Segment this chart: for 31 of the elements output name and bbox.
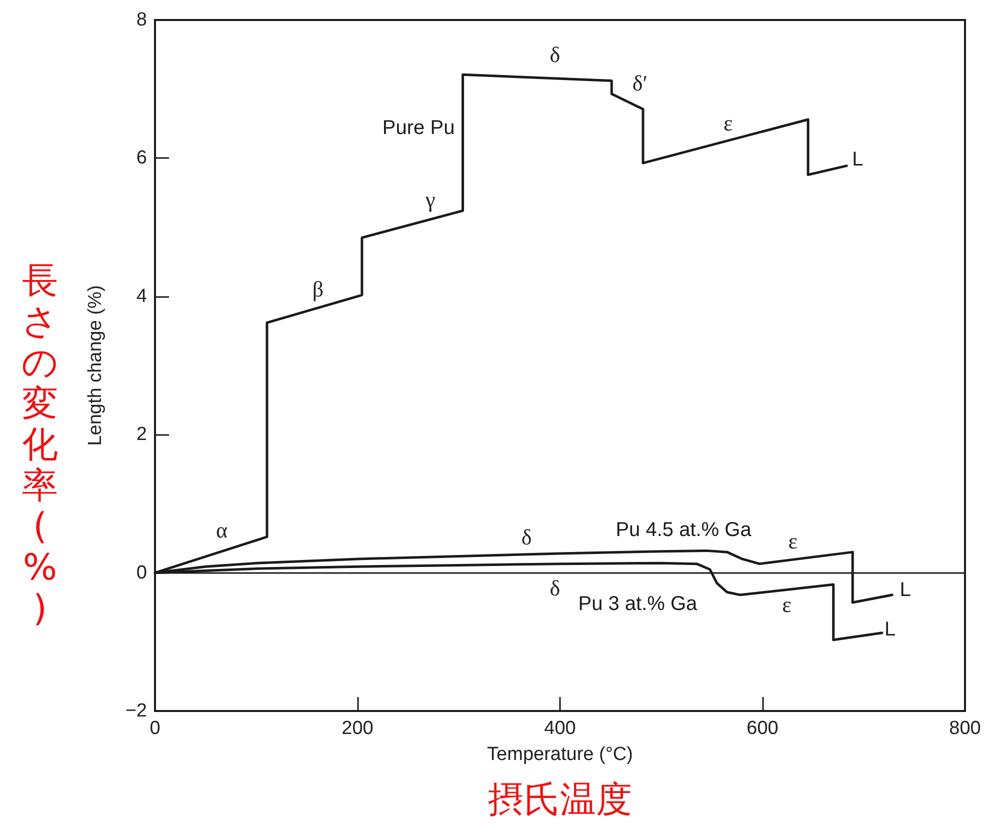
annotation: β — [312, 276, 324, 302]
y-tick-label: 8 — [136, 10, 147, 30]
annotation: δ — [550, 42, 560, 68]
annotation: δ′ — [632, 70, 648, 96]
x-tick-label: 600 — [746, 718, 778, 739]
annotation: L — [852, 148, 864, 171]
annotation: α — [216, 517, 228, 542]
annotation: L — [884, 618, 896, 640]
annotation: δ — [550, 576, 560, 600]
annotation: γ — [424, 187, 436, 212]
y-tick-label: −2 — [125, 700, 147, 722]
y-tick-label: 2 — [136, 424, 147, 446]
x-tick-label: 0 — [150, 718, 160, 739]
x-tick-label: 800 — [949, 718, 981, 739]
annotation: ε — [723, 110, 733, 136]
annotation: δ — [521, 524, 532, 550]
series-label: Pu 4.5 at.% Ga — [616, 518, 752, 541]
x-tick-label: 400 — [544, 718, 576, 739]
series-label: Pu 3 at.% Ga — [578, 592, 698, 615]
y-tick-label: 0 — [136, 562, 147, 584]
text: 長さの変化率(%) — [22, 260, 58, 630]
x-tick-label: 200 — [342, 718, 374, 739]
annotation: ε — [782, 592, 792, 618]
series-label: Pure Pu — [382, 116, 455, 139]
x-axis-title: Temperature (°C) — [487, 744, 633, 765]
annotation: ε — [788, 528, 798, 554]
text: 摂氏温度 — [488, 780, 632, 820]
y-tick-label: 4 — [136, 286, 148, 307]
y-axis-title: Length change (%) — [85, 285, 106, 446]
annotation: L — [900, 579, 911, 602]
y-tick-label: 6 — [136, 148, 147, 169]
